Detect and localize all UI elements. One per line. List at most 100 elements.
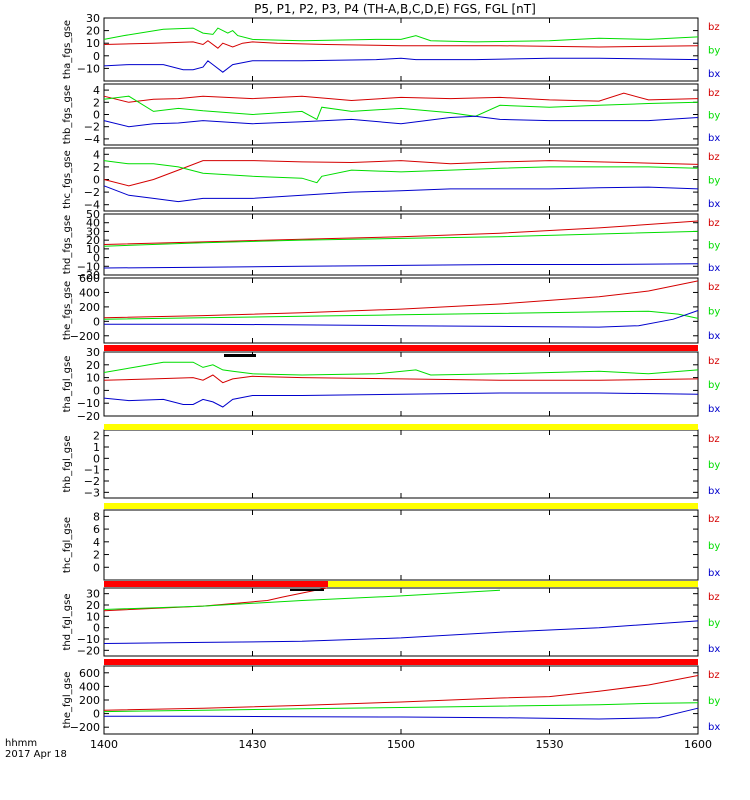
status-bar-black	[290, 589, 324, 591]
y-tick-label: 200	[79, 301, 100, 314]
figure-title: P5, P1, P2, P3, P4 (TH-A,B,C,D,E) FGS, F…	[254, 2, 536, 16]
legend-entry-bx: bx	[708, 404, 720, 415]
status-bar-red	[104, 581, 328, 587]
legend-entry-bz: bz	[708, 592, 720, 603]
legend-entry-bz: bz	[708, 152, 720, 163]
y-tick-label: 10	[86, 243, 100, 256]
series-line-bz	[103, 220, 699, 245]
legend-entry-bx: bx	[708, 69, 720, 80]
y-tick-label: 200	[79, 694, 100, 707]
y-tick-label: −4	[84, 199, 100, 212]
y-tick-label: −2	[84, 121, 100, 134]
y-tick-label: 4	[93, 536, 100, 549]
y-tick-label: −2	[84, 475, 100, 488]
y-axis-label: tha_fgs_gse	[62, 20, 73, 79]
series-line-bz	[103, 92, 699, 103]
y-tick-label: 30	[86, 346, 100, 359]
y-tick-label: 10	[86, 610, 100, 623]
series-line-bx	[103, 263, 699, 269]
series-line-bz	[103, 280, 699, 319]
legend-entry-bx: bx	[708, 199, 720, 210]
series-line-by	[103, 361, 699, 376]
legend-entry-bz: bz	[708, 218, 720, 229]
y-tick-label: 0	[93, 622, 100, 635]
date-label: 2017 Apr 18	[5, 749, 67, 760]
status-bars-group	[104, 345, 698, 665]
y-tick-label: 0	[93, 452, 100, 465]
legend-entry-bz: bz	[708, 88, 720, 99]
series-line-by	[103, 160, 699, 184]
y-tick-label: 1	[93, 441, 100, 454]
y-tick-label: 0	[93, 561, 100, 574]
y-tick-label: 0	[93, 174, 100, 187]
legend-entry-bz: bz	[708, 22, 720, 33]
panel-thb_fgs_gse: 420−2−4 thb_fgs_gse bz by bx	[62, 83, 720, 146]
y-tick-label: 4	[93, 148, 100, 161]
y-tick-label: 400	[79, 286, 100, 299]
series-line-by	[103, 310, 699, 320]
legend-entry-by: by	[708, 111, 720, 122]
series-line-by	[103, 589, 501, 610]
y-tick-label: 40	[86, 217, 100, 230]
status-bar-red	[104, 659, 698, 665]
series-line-bx	[104, 310, 699, 328]
y-axis-label: thc_fgl_gse	[62, 517, 73, 573]
legend-entry-by: by	[708, 541, 720, 552]
legend-entry-by: by	[708, 176, 720, 187]
series-line-bx	[103, 392, 699, 408]
y-tick-label: 400	[79, 680, 100, 693]
x-tick-label: 1400	[90, 738, 118, 751]
x-tick-label: 1600	[684, 738, 712, 751]
y-tick-label: 0	[93, 315, 100, 328]
y-axis-label: thb_fgs_gse	[62, 85, 73, 144]
y-tick-label: −200	[70, 330, 100, 343]
y-tick-label: 10	[86, 372, 100, 385]
legend-entry-bx: bx	[708, 263, 720, 274]
y-tick-label: 2	[93, 549, 100, 562]
y-tick-label: −2	[84, 186, 100, 199]
legend-entry-bz: bz	[708, 670, 720, 681]
legend-entry-bx: bx	[708, 331, 720, 342]
y-tick-label: 8	[93, 510, 100, 523]
y-tick-label: −10	[77, 62, 100, 75]
series-line-bz	[103, 160, 699, 187]
y-tick-label: −4	[84, 133, 100, 146]
y-tick-label: 30	[86, 225, 100, 238]
y-axis-label: thb_fgl_gse	[62, 436, 73, 493]
series-line-bx	[104, 707, 699, 720]
time-axis-labels: 1400 1430 1500 1530 1600	[90, 738, 712, 751]
y-tick-label: −10	[77, 633, 100, 646]
status-bar-red	[104, 345, 698, 351]
legend-entry-bz: bz	[708, 514, 720, 525]
y-tick-label: 0	[93, 252, 100, 265]
status-bar-black	[224, 354, 256, 357]
y-tick-label: 50	[86, 208, 100, 221]
y-tick-label: 6	[93, 523, 100, 536]
y-tick-label: 600	[79, 272, 100, 285]
y-tick-label: 10	[86, 37, 100, 50]
y-tick-label: −3	[84, 486, 100, 499]
y-tick-label: 2	[93, 430, 100, 443]
y-axis-label: thd_fgl_gse	[62, 594, 73, 651]
y-tick-label: 0	[93, 384, 100, 397]
series-line-bz	[103, 40, 699, 49]
y-tick-label: 20	[86, 359, 100, 372]
y-tick-label: −200	[70, 721, 100, 734]
legend-entry-bx: bx	[708, 133, 720, 144]
x-tick-label: 1530	[536, 738, 564, 751]
y-tick-label: −1	[84, 464, 100, 477]
series-line-bz	[103, 374, 699, 384]
legend-entry-bz: bz	[708, 282, 720, 293]
time-axis-label: hhmm	[5, 738, 37, 749]
y-tick-label: 2	[93, 96, 100, 109]
series-line-by	[103, 230, 699, 247]
legend-entry-by: by	[708, 241, 720, 252]
series-line-bx	[103, 57, 699, 73]
legend-entry-bx: bx	[708, 486, 720, 497]
series-line-by	[103, 27, 699, 43]
